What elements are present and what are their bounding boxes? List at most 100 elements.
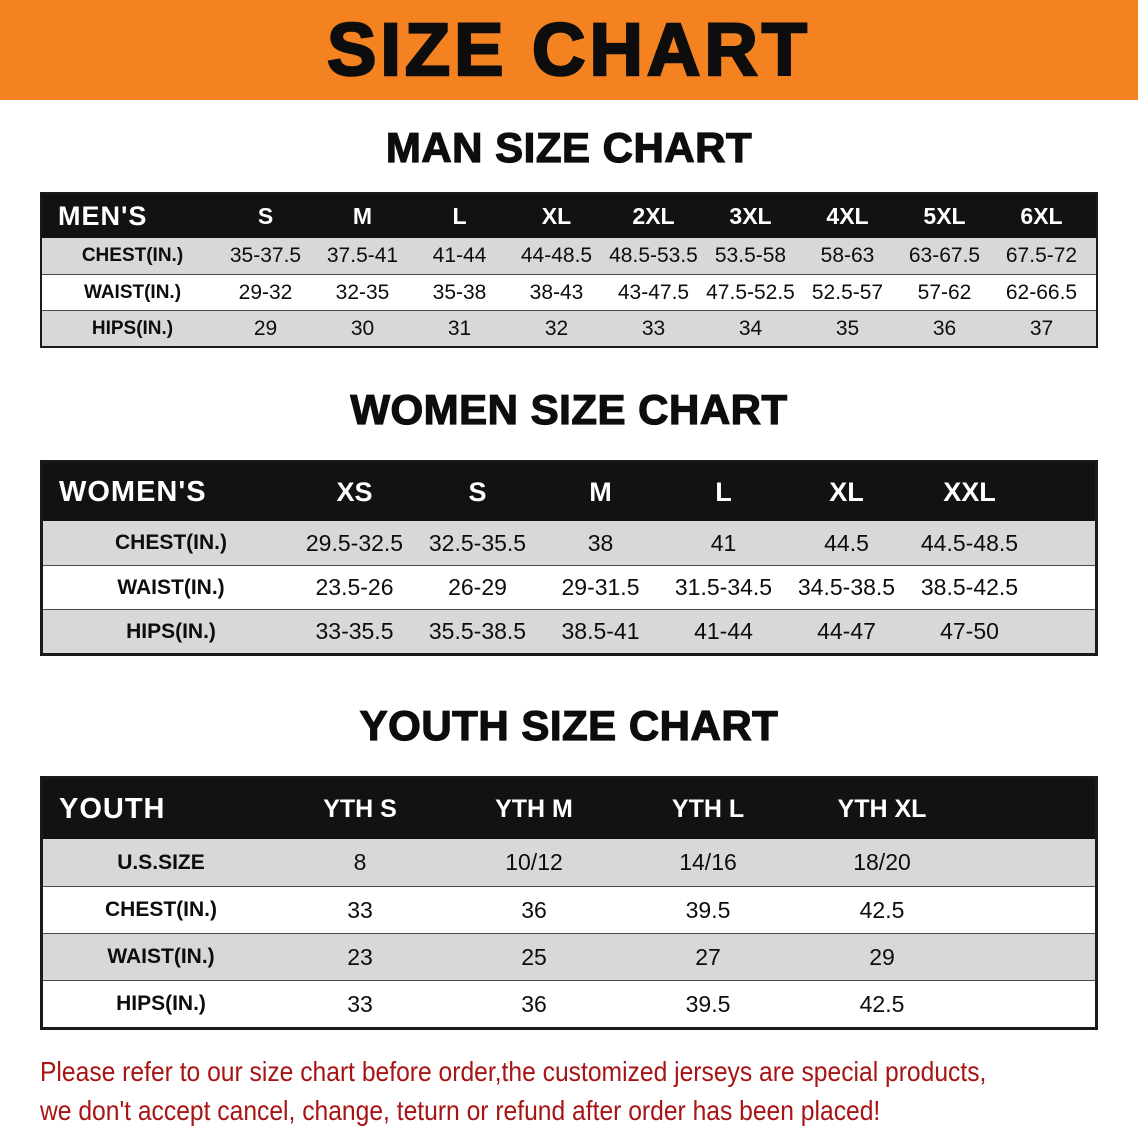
table-cell: 26-29 [448, 574, 507, 600]
table-cell: 47.5-52.5 [706, 280, 795, 304]
men-size-s: S [257, 202, 274, 229]
table-cell: 38.5-42.5 [920, 574, 1019, 600]
table-cell: 25 [521, 943, 547, 970]
table-cell: 41-44 [432, 244, 487, 267]
table-cell: 29-32 [238, 280, 293, 304]
table-cell: 14/16 [679, 849, 737, 875]
disclaimer-line-1: Please refer to our size chart before or… [40, 1056, 987, 1087]
table-cell: 30 [350, 316, 375, 340]
men-size-m: M [352, 202, 373, 229]
table-cell: 44.5 [824, 529, 869, 556]
youth-size-table: YOUTH YTH S YTH M YTH L YTH XL U.S.SIZE … [40, 776, 1098, 1030]
disclaimer-line-2: we don't accept cancel, change, teturn o… [40, 1095, 881, 1126]
table-cell: 36 [932, 316, 957, 340]
row-label: WAIST(IN.) [83, 281, 182, 303]
table-cell: 37.5-41 [326, 244, 399, 267]
table-cell: 23 [347, 943, 373, 970]
table-cell: 10/12 [505, 849, 563, 875]
youth-size-l: YTH L [671, 794, 745, 823]
table-cell: 31 [447, 316, 472, 340]
table-cell: 38 [587, 529, 614, 556]
table-cell: 39.5 [685, 896, 731, 923]
women-table-header-row: WOMEN'S XS S M L XL XXL [43, 463, 1095, 521]
table-cell: 48.5-53.5 [609, 244, 698, 267]
table-cell: 53.5-58 [714, 244, 787, 267]
row-label: CHEST(IN.) [81, 245, 184, 266]
table-cell: 67.5-72 [1005, 244, 1078, 267]
table-cell: 39.5 [685, 990, 731, 1017]
youth-size-xl: YTH XL [837, 794, 927, 823]
table-cell: 23.5-26 [315, 574, 394, 600]
table-cell: 35-38 [432, 280, 487, 304]
row-label: WAIST(IN.) [107, 945, 215, 968]
youth-size-m: YTH M [495, 794, 573, 823]
row-label: CHEST(IN.) [115, 531, 227, 554]
row-label: HIPS(IN.) [116, 992, 206, 1015]
table-cell: 33 [347, 896, 373, 923]
women-hips-row: HIPS(IN.) 33-35.5 35.5-38.5 38.5-41 41-4… [43, 609, 1095, 653]
row-label: HIPS(IN.) [91, 317, 174, 339]
youth-chest-row: CHEST(IN.) 33 36 39.5 42.5 [43, 886, 1095, 933]
table-cell: 33-35.5 [315, 618, 394, 644]
row-label: CHEST(IN.) [105, 898, 217, 921]
table-cell: 29 [253, 316, 278, 340]
table-cell: 29-31.5 [561, 574, 640, 600]
table-cell: 63-67.5 [908, 244, 981, 267]
table-cell: 35-37.5 [229, 244, 302, 267]
youth-size-s: YTH S [323, 794, 397, 823]
men-size-xl: XL [541, 202, 572, 229]
men-section-heading: MAN SIZE CHART [385, 123, 753, 171]
women-size-l: L [715, 476, 732, 507]
table-cell: 32 [544, 316, 569, 340]
table-cell: 52.5-57 [811, 280, 884, 304]
table-cell: 43-47.5 [617, 280, 690, 304]
table-cell: 44-47 [817, 618, 876, 644]
youth-header-label: YOUTH [59, 792, 166, 825]
table-cell: 38.5-41 [561, 618, 640, 644]
size-chart-banner: SIZE CHART [0, 0, 1138, 100]
row-label: U.S.SIZE [117, 850, 205, 874]
women-section: WOMEN SIZE CHART WOMEN'S XS S M L XL XXL… [0, 385, 1138, 656]
table-cell: 32-35 [335, 280, 390, 304]
women-chest-row: CHEST(IN.) 29.5-32.5 32.5-35.5 38 41 44.… [43, 521, 1095, 565]
table-cell: 34.5-38.5 [797, 574, 896, 600]
table-cell: 38-43 [529, 280, 584, 304]
table-cell: 44-48.5 [520, 244, 593, 267]
table-cell: 37 [1029, 316, 1054, 340]
women-size-s: S [468, 476, 487, 507]
men-header-label: MEN'S [58, 200, 148, 231]
table-cell: 42.5 [859, 990, 905, 1017]
men-size-l: L [452, 202, 467, 229]
youth-hips-row: HIPS(IN.) 33 36 39.5 42.5 [43, 980, 1095, 1027]
women-size-xxl: XXL [943, 476, 996, 507]
men-size-2xl: 2XL [632, 202, 675, 229]
table-cell: 41 [710, 529, 737, 556]
table-cell: 58-63 [820, 244, 875, 267]
youth-section: YOUTH SIZE CHART YOUTH YTH S YTH M YTH L… [0, 701, 1138, 1030]
men-size-5xl: 5XL [923, 202, 966, 229]
men-size-3xl: 3XL [729, 202, 772, 229]
men-table-header-row: MEN'S S M L XL 2XL 3XL 4XL 5XL 6XL [42, 194, 1096, 238]
table-cell: 8 [353, 849, 367, 875]
men-hips-row: HIPS(IN.) 29 30 31 32 33 34 35 36 37 [42, 310, 1096, 346]
table-cell: 27 [695, 943, 721, 970]
table-cell: 18/20 [853, 849, 911, 875]
women-header-label: WOMEN'S [59, 475, 207, 508]
men-section: MAN SIZE CHART MEN'S S M L XL 2XL 3XL 4X… [0, 123, 1138, 348]
row-label: WAIST(IN.) [117, 575, 225, 599]
table-cell: 33 [347, 990, 373, 1017]
table-cell: 42.5 [859, 896, 905, 923]
men-size-table: MEN'S S M L XL 2XL 3XL 4XL 5XL 6XL CHEST… [40, 192, 1098, 348]
banner-title: SIZE CHART [326, 8, 811, 91]
women-waist-row: WAIST(IN.) 23.5-26 26-29 29-31.5 31.5-34… [43, 565, 1095, 609]
table-cell: 36 [521, 990, 547, 1017]
disclaimer: Please refer to our size chart before or… [40, 1052, 1138, 1130]
table-cell: 36 [521, 896, 547, 923]
men-chest-row: CHEST(IN.) 35-37.5 37.5-41 41-44 44-48.5… [42, 238, 1096, 274]
women-size-table: WOMEN'S XS S M L XL XXL CHEST(IN.) 29.5-… [40, 460, 1098, 656]
table-cell: 44.5-48.5 [920, 529, 1019, 556]
table-cell: 57-62 [917, 280, 972, 304]
youth-section-heading: YOUTH SIZE CHART [359, 701, 779, 749]
table-cell: 41-44 [694, 618, 753, 644]
youth-table-header-row: YOUTH YTH S YTH M YTH L YTH XL [43, 779, 1095, 839]
